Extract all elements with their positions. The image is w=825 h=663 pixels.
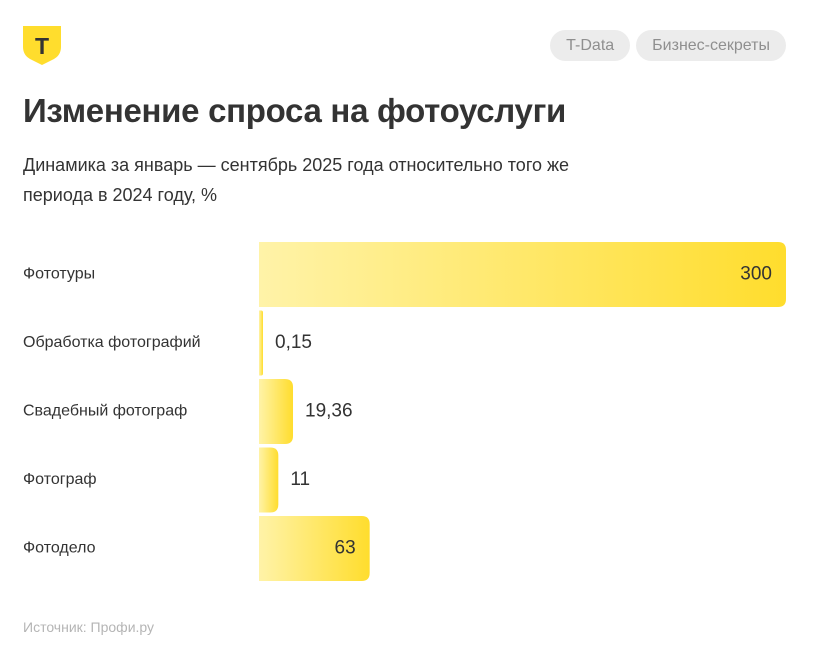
header-tags: T-Data Бизнес-секреты — [550, 30, 786, 61]
bar-value-label: 63 — [335, 538, 356, 559]
bar — [259, 516, 370, 581]
bar — [259, 379, 294, 444]
bar-value-label: 19,36 — [305, 401, 353, 422]
source-note: Источник: Профи.ру — [23, 619, 155, 635]
tag-t-data[interactable]: T-Data — [550, 30, 631, 61]
bar-chart-svg: Фототуры 300 Обработка фотографий 0,15 Сваде… — [23, 242, 786, 581]
bar — [259, 447, 279, 513]
logo-letter: Т — [35, 33, 49, 59]
bar-chart: Фототуры 300 Обработка фотографий 0,15 Сваде… — [0, 236, 825, 596]
category-label: Фотограф — [23, 471, 97, 488]
chart-title: Изменение спроса на фотоуслуги — [23, 92, 567, 129]
category-label: Фотодело — [23, 540, 96, 557]
bar — [259, 310, 263, 376]
bar-value-label: 11 — [290, 469, 310, 490]
bar — [259, 242, 786, 307]
chart-subtitle: Динамика за январь — сентябрь 2025 года … — [23, 155, 570, 205]
category-label: Обработка фотографий — [23, 334, 201, 351]
category-label: Фототуры — [23, 266, 95, 283]
category-label: Свадебный фотограф — [23, 403, 187, 420]
bar-value-label: 300 — [740, 264, 772, 285]
tbank-logo-icon: Т — [23, 26, 61, 66]
tag-business-secrets[interactable]: Бизнес-секреты — [636, 30, 786, 61]
bar-value-label: 0,15 — [275, 332, 312, 353]
